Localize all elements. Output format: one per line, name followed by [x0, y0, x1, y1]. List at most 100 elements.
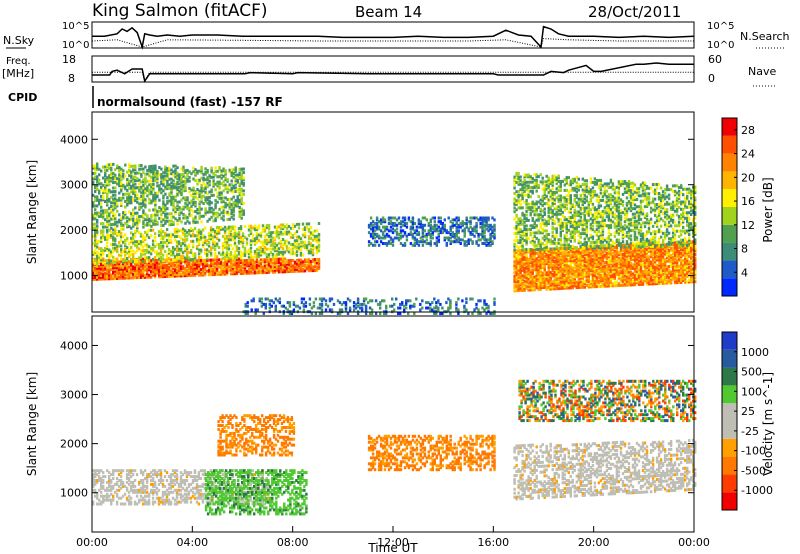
power-cell	[163, 258, 167, 262]
power-cell	[285, 245, 289, 249]
power-cell	[587, 283, 590, 287]
power-cell	[149, 264, 153, 268]
power-cell	[151, 266, 155, 270]
power-cell	[191, 264, 195, 268]
power-cell	[182, 216, 185, 220]
power-cell	[395, 218, 399, 222]
power-cell	[242, 202, 245, 205]
power-cell	[112, 232, 115, 236]
power-cell	[393, 236, 397, 240]
power-cell	[299, 251, 303, 255]
power-cell	[242, 209, 245, 213]
power-cell	[152, 188, 155, 192]
power-cell	[297, 258, 301, 262]
power-cell	[100, 268, 103, 272]
power-cell	[239, 270, 243, 274]
power-cell	[287, 259, 291, 263]
power-cell	[226, 212, 229, 216]
power-cell	[401, 243, 405, 247]
power-cell	[173, 274, 177, 278]
power-cell	[259, 253, 263, 257]
power-cell	[179, 243, 183, 247]
noise-panel: N.Sky 10^5 10^0 10^5 10^0 N.Search	[3, 21, 790, 51]
power-cell	[194, 220, 197, 224]
power-cell	[311, 247, 315, 251]
power-cell	[170, 197, 173, 201]
power-cell	[124, 267, 127, 271]
power-cell	[151, 248, 155, 252]
power-cell	[191, 252, 195, 256]
power-cell	[192, 186, 195, 190]
power-cell	[219, 265, 223, 269]
power-cell	[313, 261, 317, 265]
power-cell	[175, 256, 179, 260]
power-cell	[154, 210, 157, 213]
power-cell	[126, 201, 129, 205]
power-cell	[176, 175, 179, 179]
power-cell	[142, 209, 145, 213]
power-cell	[222, 180, 225, 184]
power-cell	[98, 264, 101, 268]
power-cell	[175, 265, 179, 269]
power-cell	[199, 235, 203, 239]
power-cell	[233, 234, 237, 238]
power-cell	[213, 242, 217, 246]
power-cell	[183, 232, 187, 236]
power-cell	[313, 229, 317, 233]
power-cell	[120, 178, 123, 182]
power-cell	[124, 212, 127, 216]
power-cell	[104, 277, 107, 281]
power-cell	[431, 231, 434, 235]
power-cell	[219, 258, 223, 262]
power-cell	[315, 265, 319, 269]
power-cell	[285, 248, 289, 252]
power-cell	[311, 260, 315, 263]
power-cell	[104, 272, 107, 275]
power-cell	[108, 273, 111, 277]
power-cell	[203, 271, 207, 275]
power-cell	[96, 226, 99, 230]
power-cell	[299, 240, 303, 244]
power-cell	[233, 256, 237, 260]
power-cell	[261, 260, 265, 264]
power-cell	[236, 195, 239, 199]
power-cell	[273, 257, 277, 261]
power-cell	[118, 273, 121, 277]
power-cell	[249, 224, 253, 228]
power-cell	[174, 175, 177, 179]
power-cell	[172, 173, 175, 177]
power-cell	[177, 253, 181, 257]
power-cell	[243, 270, 247, 273]
power-cell	[168, 172, 171, 176]
power-cell	[303, 269, 307, 273]
power-cell	[112, 237, 115, 241]
power-cell	[211, 260, 215, 264]
power-cell	[383, 236, 387, 240]
power-cell	[209, 228, 213, 232]
power-cell	[224, 210, 227, 214]
power-cell	[134, 222, 137, 226]
power-cell	[112, 228, 115, 232]
power-cell	[124, 271, 127, 275]
power-cell	[98, 178, 101, 182]
power-cell	[289, 243, 293, 247]
power-cell	[557, 263, 560, 267]
power-cell	[257, 260, 261, 264]
power-cell	[196, 191, 199, 195]
power-cell	[253, 228, 257, 232]
power-cell	[140, 187, 143, 191]
power-cell	[255, 226, 259, 230]
power-cell	[104, 183, 107, 187]
power-cell	[257, 253, 261, 257]
power-cell	[232, 202, 235, 206]
power-cell	[120, 224, 123, 227]
power-cell	[161, 246, 165, 250]
power-cell	[241, 259, 245, 263]
power-cell	[169, 251, 173, 255]
power-cell	[221, 227, 225, 231]
power-cell	[152, 222, 155, 226]
power-cell	[153, 270, 157, 273]
power-cell	[141, 249, 145, 253]
power-cell	[275, 234, 279, 238]
power-cell	[183, 272, 187, 276]
